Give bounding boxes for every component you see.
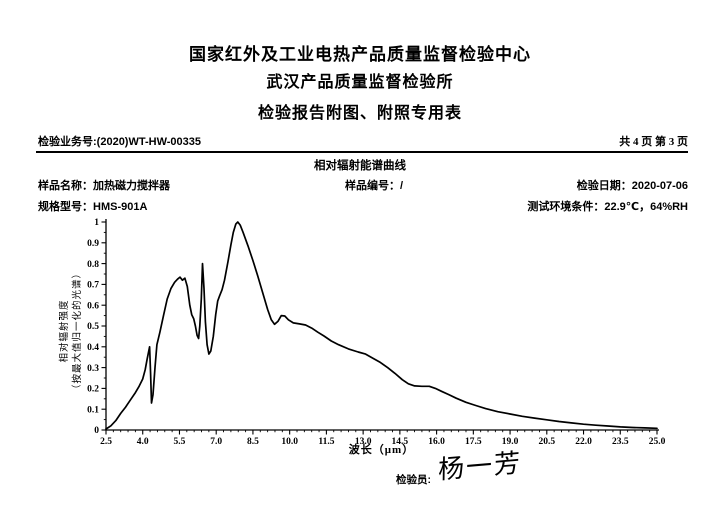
business-no-label: 检验业务号: [38,136,97,148]
sample-no-value: / [400,180,404,192]
sample-no-label: 样品编号： [345,180,400,192]
y-tick-label: 0.7 [87,281,99,291]
x-tick-label: 22.0 [575,437,592,447]
x-tick-label: 11.5 [318,437,334,447]
spectrum-chart: 2.5 4.0 5.5 7.0 8.5 10.0 11.5 13.0 14.5 16.0 17.5 1… [30,205,690,485]
pagination: 共 4 页 第 3 页 [619,136,688,148]
y-tick-label: 0.3 [87,364,99,374]
x-tick-label: 17.5 [465,437,482,447]
horizontal-rule [36,151,688,153]
spectrum-chart-svg: 2.5 4.0 5.5 7.0 8.5 10.0 11.5 13.0 14.5 16.0 17.5 1… [87,218,666,447]
x-tick-label: 10.0 [281,437,298,447]
y-tick-label: 0.1 [87,405,99,415]
chart-title: 相对辐射能谱曲线 [314,160,406,172]
y-tick-label: 0.6 [87,301,99,311]
inspect-date-field: 检验日期：2020-07-06 [577,177,688,193]
x-tick-label: 2.5 [100,437,112,447]
doc-title: 检验报告附图、附照专用表 [257,105,462,122]
test-env-value: 22.9℃，64%RH [604,201,688,213]
inspect-date-label: 检验日期： [576,180,632,192]
meta-row: 检验业务号:(2020)WT-HW-00335 共 4 页 第 3 页 [38,133,688,149]
y-tick-label: 0.8 [87,260,99,270]
x-tick-label: 16.0 [428,437,445,447]
model-field: 规格型号：HMS-901A [38,198,147,214]
y-tick-label: 0.9 [87,239,99,249]
y-tick-label: 0.5 [87,322,99,332]
test-env-field: 测试环境条件：22.9℃，64%RH [527,198,688,214]
business-no-value: (2020)WT-HW-00335 [96,136,201,148]
x-tick-label: 5.5 [174,437,186,447]
inspect-date-value: 2020-07-06 [631,180,688,192]
org-subtitle: 武汉产品质量监督检验所 [266,74,454,91]
x-tick-label: 13.0 [355,437,372,447]
y-tick-label: 1 [94,218,99,228]
report-header: 国家红外及工业电热产品质量监督检验中心 武汉产品质量监督检验所 检验报告附图、附… [0,42,720,129]
sample-no-field: 样品编号：/ [345,177,403,193]
inspector-signature: 杨一芳 [437,448,523,485]
sample-name-value: 加热磁力搅拌器 [93,180,170,192]
model-value: HMS-901A [93,201,148,213]
x-tick-label: 23.5 [612,437,629,447]
sample-name-label: 样品名称： [38,180,93,192]
inspector-label: 检验员: [396,474,431,486]
x-tick-label: 14.5 [392,437,409,447]
test-env-label: 测试环境条件： [527,201,605,213]
sample-name-field: 样品名称：加热磁力搅拌器 [38,177,170,193]
x-tick-label: 4.0 [137,437,149,447]
x-axis-label: 波长（μm） [348,444,415,456]
x-tick-label: 7.0 [210,437,222,447]
y-tick-label: 0.2 [87,385,99,395]
x-tick-label: 8.5 [247,437,259,447]
y-tick-label: 0.4 [87,343,99,353]
x-tick-label: 20.5 [538,437,555,447]
org-title: 国家红外及工业电热产品质量监督检验中心 [189,45,531,64]
model-label: 规格型号： [38,201,93,213]
x-tick-label: 25.0 [649,437,666,447]
x-tick-label: 19.0 [502,437,519,447]
y-tick-label: 0 [94,426,99,436]
spectrum-curve [105,221,658,430]
